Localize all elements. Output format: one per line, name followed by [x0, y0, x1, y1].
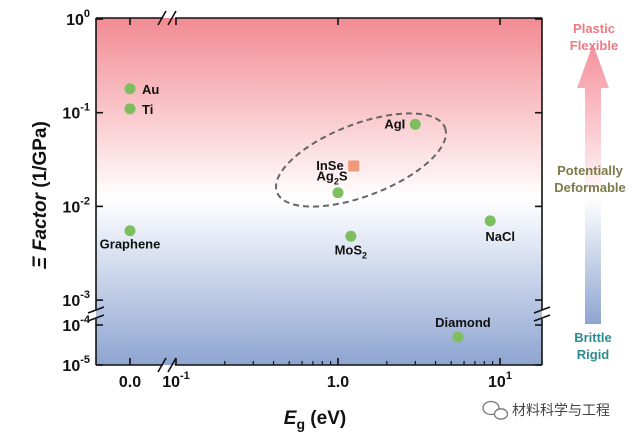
x-axis-label: Eg (eV) — [284, 408, 346, 432]
axes — [87, 10, 551, 373]
y-tick-label: 10-3 — [62, 289, 90, 310]
gradient-arrow — [577, 44, 609, 324]
plastic-label: Plastic — [573, 21, 615, 36]
x-tick-label: 0.0 — [119, 374, 141, 391]
point-au — [124, 83, 136, 95]
x-break-mark — [157, 357, 167, 373]
label-graphene: Graphene — [100, 237, 161, 252]
point-agi — [409, 118, 421, 130]
y-tick-label: 10-2 — [62, 195, 90, 216]
watermark: 材料科学与工程 — [482, 400, 610, 420]
y-break-mark — [87, 314, 105, 322]
potentially-label: Potentially — [557, 163, 624, 178]
data-points — [124, 83, 496, 343]
label-ag: Ag2S — [316, 169, 347, 187]
x-break-mark — [167, 357, 177, 373]
tick-labels: 100 10-1 10-2 10-3 10-4 10-5 0.0 10-1 1.0 101 — [62, 8, 512, 391]
label-ti: Ti — [142, 102, 153, 117]
y-tick-label: 10-5 — [62, 354, 90, 375]
y-break-mark — [87, 306, 105, 314]
y-tick-label: 10-4 — [62, 314, 90, 335]
y-break-mark — [533, 314, 551, 322]
point-inse — [348, 160, 360, 172]
brittle-label: Brittle — [574, 330, 612, 345]
label-mos: MoS2 — [335, 242, 367, 260]
point-diamond — [452, 331, 464, 343]
rigid-label: Rigid — [577, 347, 610, 362]
deformability-arrow: Plastic Flexible Potentially Deformable … — [554, 21, 626, 362]
flexible-label: Flexible — [570, 38, 618, 53]
point-mos — [345, 230, 357, 242]
x-break-mark — [167, 10, 177, 26]
y-tick-label: 100 — [66, 8, 90, 29]
point-nacl — [484, 215, 496, 227]
point-ti — [124, 103, 136, 115]
wechat-icon — [482, 400, 509, 420]
label-agi: AgI — [384, 116, 405, 131]
y-axis-label: Ξ Factor (1/GPa) — [30, 121, 51, 270]
point-ag — [332, 187, 344, 199]
tick-marks — [96, 18, 542, 366]
label-nacl: NaCl — [485, 229, 515, 244]
x-tick-label: 10-1 — [162, 370, 190, 391]
label-inse: InSe — [316, 158, 343, 173]
x-tick-label: 101 — [488, 370, 512, 391]
x-break-mark — [157, 10, 167, 26]
label-au: Au — [142, 82, 159, 97]
highlight-ellipse — [274, 112, 448, 208]
y-break-mark — [533, 306, 551, 314]
point-graphene — [124, 225, 136, 237]
deformable-label: Deformable — [554, 180, 626, 195]
plot-background — [96, 18, 542, 365]
y-tick-label: 10-1 — [62, 102, 90, 123]
watermark-text: 材料科学与工程 — [512, 403, 610, 419]
label-diamond: Diamond — [435, 315, 491, 330]
x-tick-label: 1.0 — [327, 374, 349, 391]
